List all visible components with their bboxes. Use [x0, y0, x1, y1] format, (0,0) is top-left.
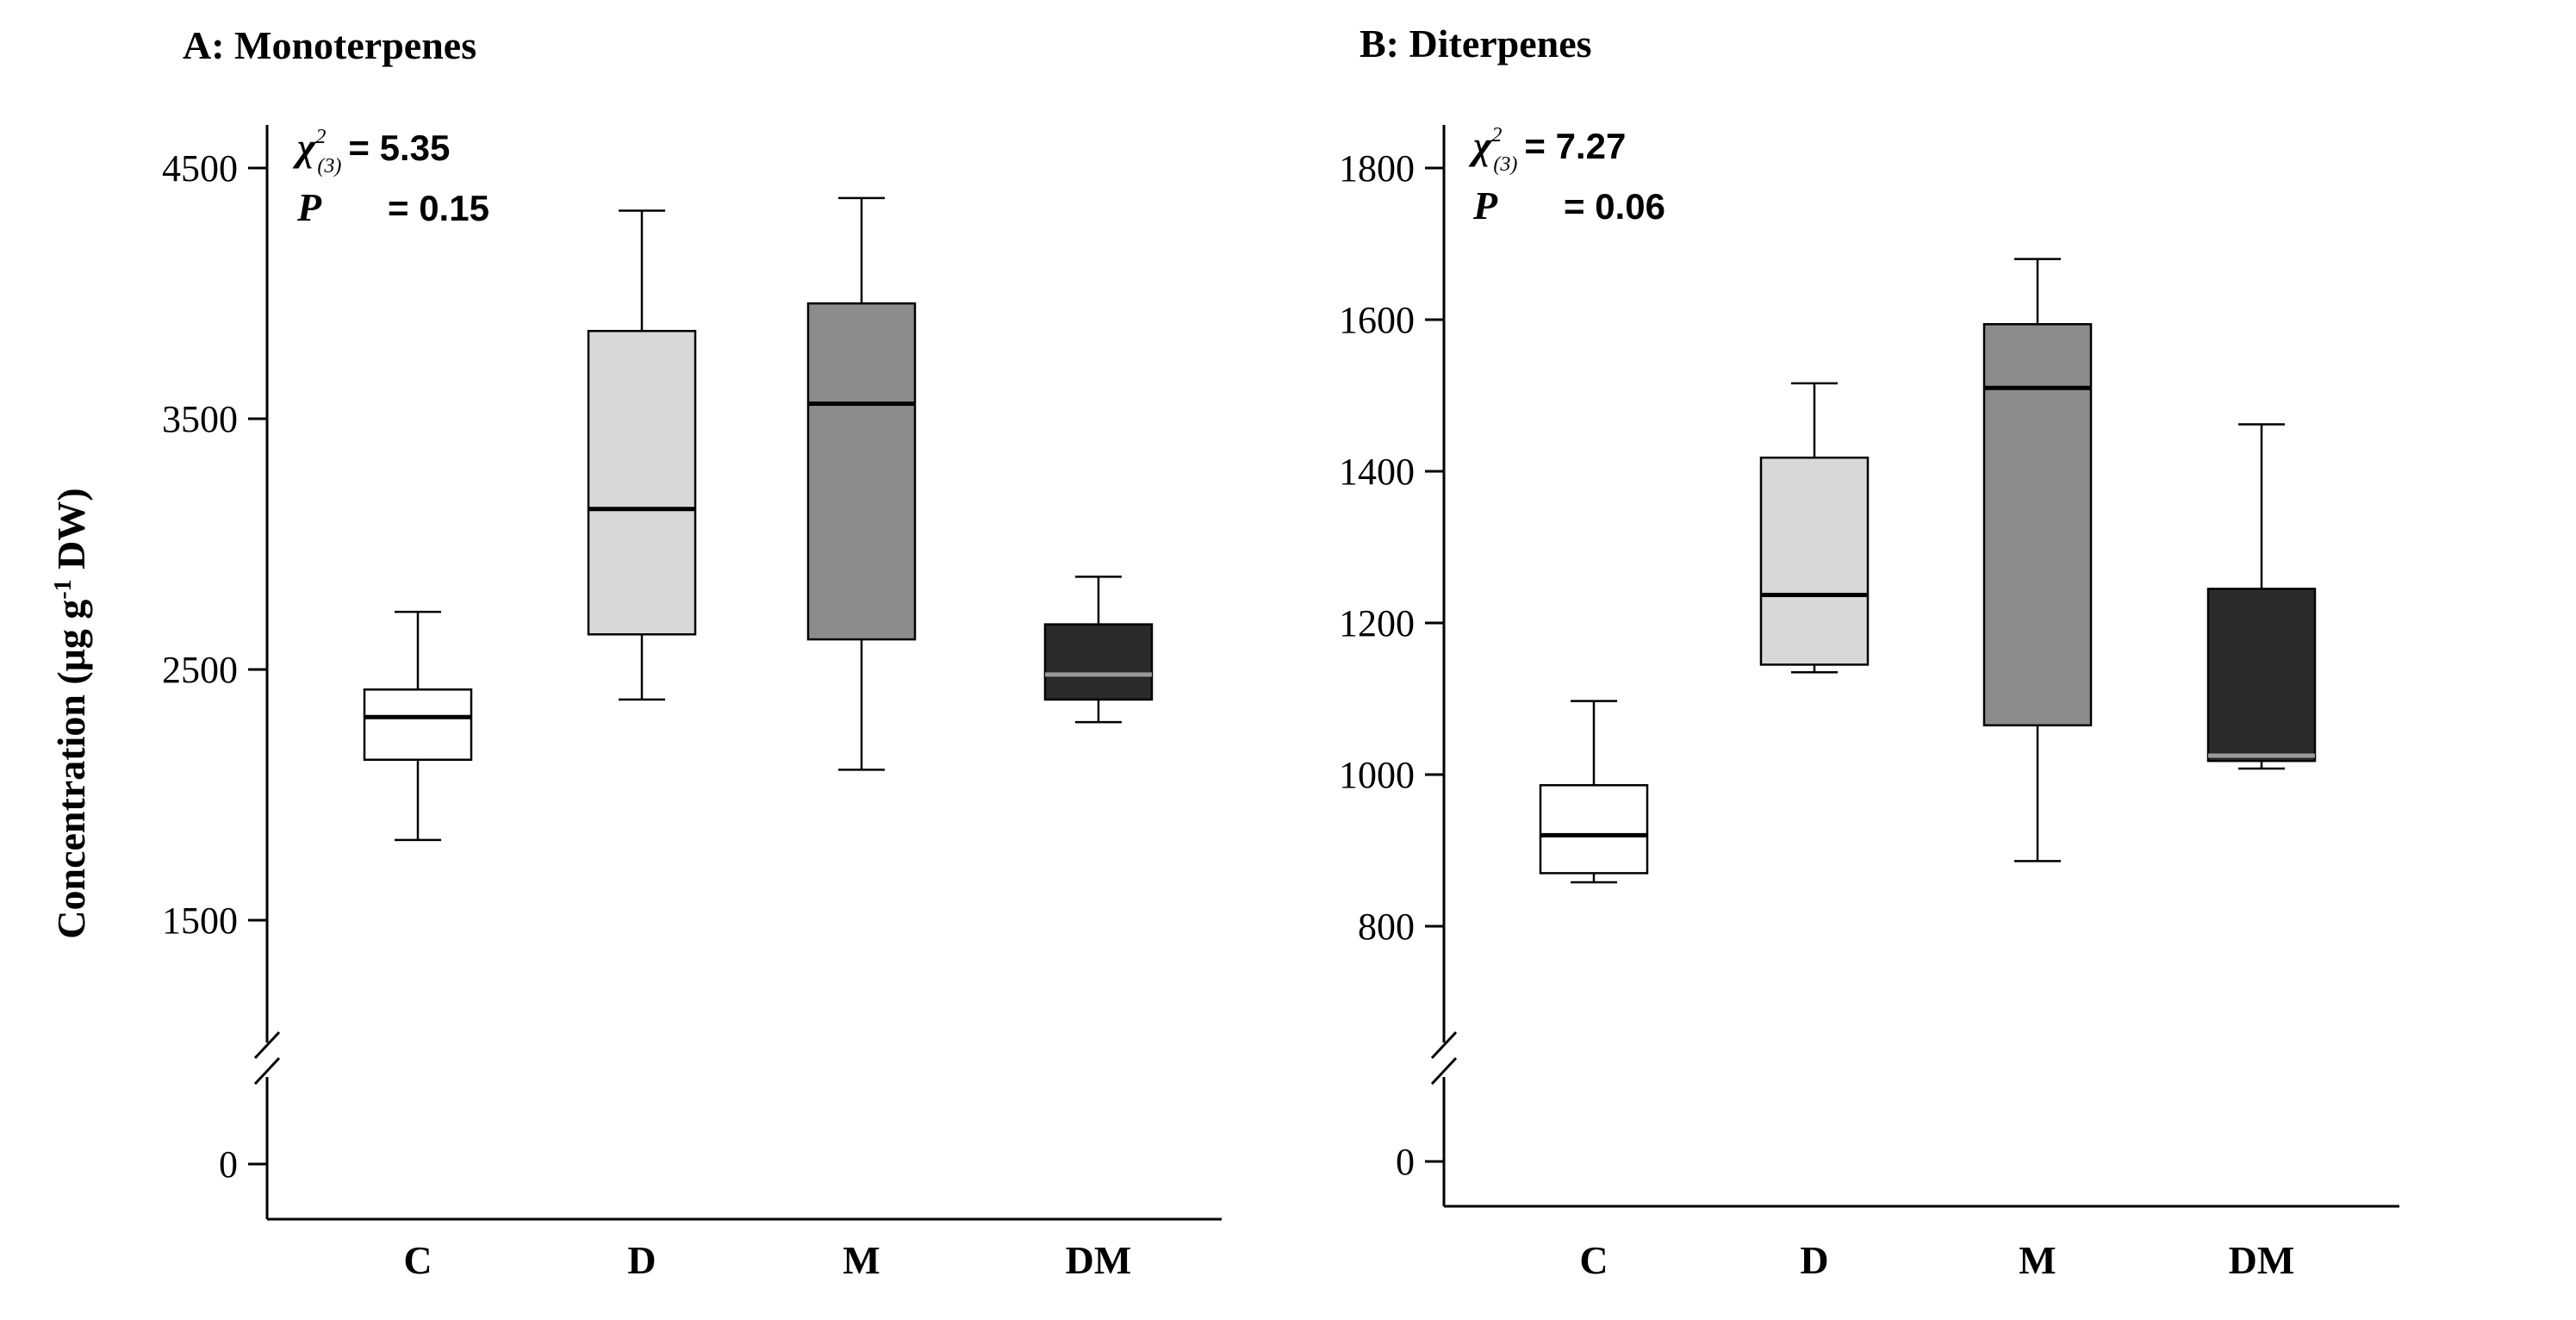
- axis-break-mark: [1430, 1056, 1458, 1086]
- x-category-label: D: [1800, 1238, 1828, 1282]
- x-category-label: M: [2019, 1238, 2056, 1282]
- x-category-label: D: [627, 1238, 656, 1282]
- y-tick-label: 1600: [1339, 299, 1415, 341]
- panel-monoterpenes: A: Monoterpenes Concentration (μg g-1 DW…: [49, 23, 1222, 1282]
- box-m: [806, 196, 917, 771]
- x-category-label: C: [1579, 1238, 1608, 1282]
- y-tick-label: 800: [1358, 906, 1415, 948]
- box-iqr: [1982, 323, 2093, 727]
- panel-b-boxes: [1539, 258, 2317, 884]
- box-dm: [1043, 576, 1154, 724]
- y-tick-label: 1800: [1339, 147, 1415, 190]
- box-dm: [2206, 423, 2317, 770]
- axis-break-mark: [1430, 1030, 1458, 1060]
- y-tick-label: 1500: [162, 900, 238, 942]
- box-iqr: [1759, 456, 1870, 666]
- y-tick-label: 1000: [1339, 754, 1415, 796]
- axis-break-mark: [253, 1030, 281, 1060]
- panel-a-title: A: Monoterpenes: [183, 23, 476, 67]
- box-m: [1982, 258, 2093, 862]
- box-d: [587, 209, 697, 701]
- box-d: [1759, 382, 1870, 674]
- panel-diterpenes: B: Diterpenes χ2 (3) = 7.27 P = 0.06 1800 16…: [1339, 22, 2399, 1282]
- x-category-label: DM: [1066, 1238, 1132, 1282]
- box-iqr: [1043, 623, 1154, 701]
- panel-b-title: B: Diterpenes: [1360, 22, 1592, 65]
- y-tick-label: 0: [219, 1143, 238, 1186]
- y-tick-label: 2500: [162, 649, 238, 691]
- box-c: [363, 610, 473, 842]
- chi-square-stat: χ2 (3) = 7.27: [1468, 123, 1626, 176]
- panel-a-boxes: [363, 196, 1154, 842]
- p-value-stat: P = 0.06: [1472, 184, 1665, 227]
- x-category-label: DM: [2229, 1238, 2295, 1282]
- y-tick-label: 1200: [1339, 602, 1415, 644]
- box-iqr: [587, 329, 697, 636]
- axis-break-mark: [253, 1056, 281, 1086]
- box-iqr: [363, 688, 473, 762]
- box-iqr: [1539, 784, 1649, 875]
- y-tick-label: 0: [1396, 1141, 1415, 1183]
- box-c: [1539, 700, 1649, 884]
- x-category-label: C: [403, 1238, 432, 1282]
- y-tick-label: 4500: [162, 147, 238, 190]
- x-category-label: M: [843, 1238, 880, 1282]
- box-iqr: [2206, 588, 2317, 763]
- p-value-stat: P = 0.15: [296, 185, 489, 229]
- chi-square-stat: χ2 (3) = 5.35: [292, 125, 450, 177]
- y-tick-label: 3500: [162, 398, 238, 440]
- box-iqr: [806, 302, 917, 641]
- y-axis-label: Concentration (μg g-1 DW): [49, 488, 93, 938]
- y-tick-label: 1400: [1339, 451, 1415, 493]
